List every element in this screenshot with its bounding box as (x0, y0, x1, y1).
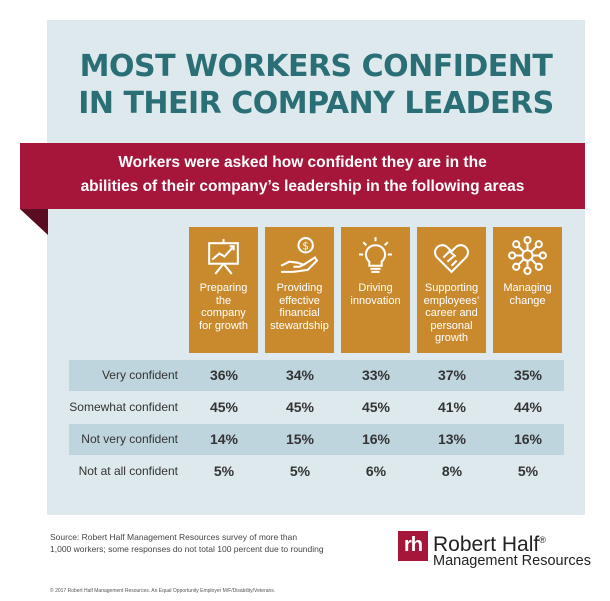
category-card: Preparing the company for growth (189, 227, 258, 353)
source-line-2: 1,000 workers; some responses do not tot… (50, 544, 324, 554)
category-label-line: career and (425, 307, 478, 319)
category-card: $ Providing effective financial stewardship (265, 227, 334, 353)
category-card: Managing change (493, 227, 562, 353)
svg-text:$: $ (302, 240, 309, 252)
value-cell: 45% (209, 399, 239, 415)
category-label-line: Managing (503, 282, 552, 294)
banner-line-1: Workers were asked how confident they ar… (118, 154, 487, 171)
category-label: Supporting employees’ career and personal gr… (419, 282, 484, 345)
logo-subtitle: Management Resources (433, 553, 591, 569)
category-label-line: innovation (350, 294, 401, 307)
category-label: Managing change (495, 282, 560, 307)
value-cell: 14% (209, 431, 239, 447)
value-cell: 35% (513, 367, 543, 383)
row-label: Not very confident (81, 432, 178, 446)
source-note: Source: Robert Half Management Resources… (50, 531, 324, 555)
banner-text: Workers were asked how confident they ar… (20, 151, 585, 199)
category-label-line: employees’ (423, 294, 480, 307)
value-cell: 37% (437, 367, 467, 383)
logo-name-text: Robert Half (433, 533, 540, 556)
value-cell: 6% (365, 463, 387, 479)
table-row: Not at all confident 5% 5% 6% 8% 5% (69, 456, 564, 487)
category-label: Providing effective financial stewardship (267, 282, 332, 332)
robert-half-logo: rh Robert Half® Management Resources (398, 528, 591, 574)
value-cell: 16% (513, 431, 543, 447)
network-people-icon (507, 235, 548, 276)
category-label-line: financial (279, 307, 320, 319)
value-cell: 13% (437, 431, 467, 447)
row-label: Somewhat confident (69, 400, 178, 414)
category-label-line: Preparing (199, 282, 248, 294)
category-label-line: Supporting (424, 282, 479, 294)
value-cell: 33% (361, 367, 391, 383)
value-cell: 45% (285, 399, 315, 415)
value-cell: 44% (513, 399, 543, 415)
hand-coin-icon: $ (279, 235, 320, 276)
table-row: Not very confident 14% 15% 16% 13% 16% (69, 424, 564, 455)
logo-mark: rh (398, 531, 428, 561)
row-label: Not at all confident (78, 464, 178, 478)
value-cell: 34% (285, 367, 315, 383)
category-card: Supporting employees’ career and personal gr… (417, 227, 486, 353)
handshake-heart-icon (431, 235, 472, 276)
lightbulb-icon (355, 235, 396, 276)
registered-mark: ® (539, 535, 546, 545)
page-title: MOST WORKERS CONFIDENT IN THEIR COMPANY … (47, 48, 585, 122)
source-line-1: Source: Robert Half Management Resources… (50, 532, 298, 542)
category-label-line: company (201, 307, 246, 319)
category-label-line: change (509, 294, 546, 307)
title-line-2: IN THEIR COMPANY LEADERS (78, 86, 554, 121)
value-cell: 5% (213, 463, 235, 479)
banner-line-2: abilities of their company’s leadership … (80, 178, 525, 195)
value-cell: 36% (209, 367, 239, 383)
category-card: Driving innovation (341, 227, 410, 353)
row-label: Very confident (101, 368, 178, 382)
value-cell: 41% (437, 399, 467, 415)
logo-name: Robert Half® (433, 528, 546, 557)
category-label-line: stewardship (270, 319, 329, 332)
category-label-line: for growth (199, 319, 248, 332)
table-row: Somewhat confident 45% 45% 45% 41% 44% (69, 392, 564, 423)
copyright-footer: © 2017 Robert Half Management Resources.… (50, 588, 276, 594)
category-label-line: Driving (358, 282, 393, 294)
value-cell: 16% (361, 431, 391, 447)
category-label-line: effective (279, 294, 320, 307)
category-label-line: growth (434, 332, 469, 344)
category-label: Driving innovation (343, 282, 408, 307)
value-cell: 5% (289, 463, 311, 479)
banner-fold (20, 209, 48, 235)
title-line-1: MOST WORKERS CONFIDENT (79, 49, 553, 84)
category-label-line: Providing (276, 282, 323, 294)
category-label-line: personal (430, 319, 473, 332)
value-cell: 8% (441, 463, 463, 479)
value-cell: 15% (285, 431, 315, 447)
value-cell: 45% (361, 399, 391, 415)
category-label: Preparing the company for growth (191, 282, 256, 332)
table-row: Very confident 36% 34% 33% 37% 35% (69, 360, 564, 391)
growth-chart-easel-icon (203, 235, 244, 276)
value-cell: 5% (517, 463, 539, 479)
category-label-line: the (215, 294, 232, 307)
subtitle-banner (20, 143, 585, 209)
